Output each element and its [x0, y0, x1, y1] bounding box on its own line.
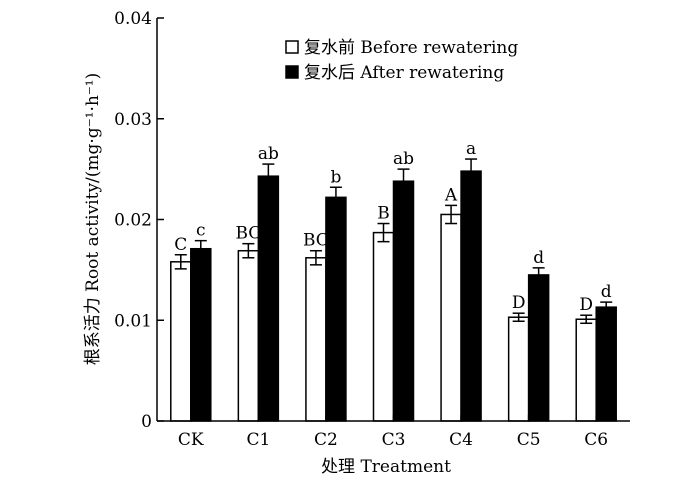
bar-before-c1 [237, 249, 260, 422]
x-tick-label: C2 [314, 430, 338, 450]
significance-letter: A [444, 185, 458, 205]
bar-after-c2 [325, 196, 347, 422]
legend-swatch-after [285, 65, 299, 79]
bar-after-ck [190, 247, 212, 422]
bar-after-c6 [595, 306, 617, 422]
legend: 复水前 Before rewatering 复水后 After rewaterin… [285, 38, 518, 83]
significance-letter: C [174, 235, 187, 255]
significance-letter: d [533, 248, 544, 268]
legend-label-before: 复水前 Before rewatering [304, 38, 518, 58]
significance-letter: BC [235, 224, 261, 244]
significance-letter: c [196, 221, 206, 241]
bar-before-ck [170, 261, 192, 422]
y-tick-label: 0.01 [114, 311, 152, 331]
significance-letter: D [512, 293, 526, 313]
significance-letter: D [579, 295, 593, 315]
significance-letter: b [330, 167, 341, 187]
x-ticks: CK C1 C2 C3 C4 C5 C6 [178, 415, 608, 450]
x-axis-label: 处理 Treatment [321, 457, 451, 477]
bar-after-c1 [257, 175, 280, 422]
x-tick-label: C6 [584, 430, 608, 450]
bar-after-c5 [527, 274, 550, 422]
significance-letter: a [466, 139, 476, 159]
y-tick-label: 0.03 [114, 110, 152, 130]
y-axis-label: 根系活力 Root activity/(mg·g⁻¹·h⁻¹) [83, 73, 103, 366]
y-ticks: 0 0.01 0.02 0.03 0.04 [114, 9, 164, 432]
significance-letter: B [377, 204, 390, 224]
bar-before-c2 [305, 257, 327, 422]
bar-before-c3 [372, 231, 395, 422]
legend-label-after: 复水后 After rewatering [304, 63, 504, 83]
significance-letter: BC [303, 231, 329, 251]
bar-before-c4 [440, 213, 462, 422]
y-tick-label: 0.02 [114, 211, 152, 231]
significance-letter: ab [393, 149, 414, 169]
y-tick-label: 0.04 [114, 9, 152, 29]
x-tick-label: C3 [382, 430, 406, 450]
significance-letter: ab [258, 144, 279, 164]
x-tick-label: C4 [449, 430, 473, 450]
x-tick-label: C5 [517, 430, 541, 450]
bar-before-c6 [575, 318, 597, 422]
y-tick-label: 0 [141, 412, 152, 432]
x-tick-label: CK [178, 430, 204, 450]
significance-letter: d [601, 282, 612, 302]
bar-after-c4 [460, 170, 482, 422]
legend-swatch-before [285, 40, 299, 54]
bar-before-c5 [507, 316, 530, 422]
x-tick-label: C1 [246, 430, 270, 450]
bar-after-c3 [392, 180, 415, 422]
